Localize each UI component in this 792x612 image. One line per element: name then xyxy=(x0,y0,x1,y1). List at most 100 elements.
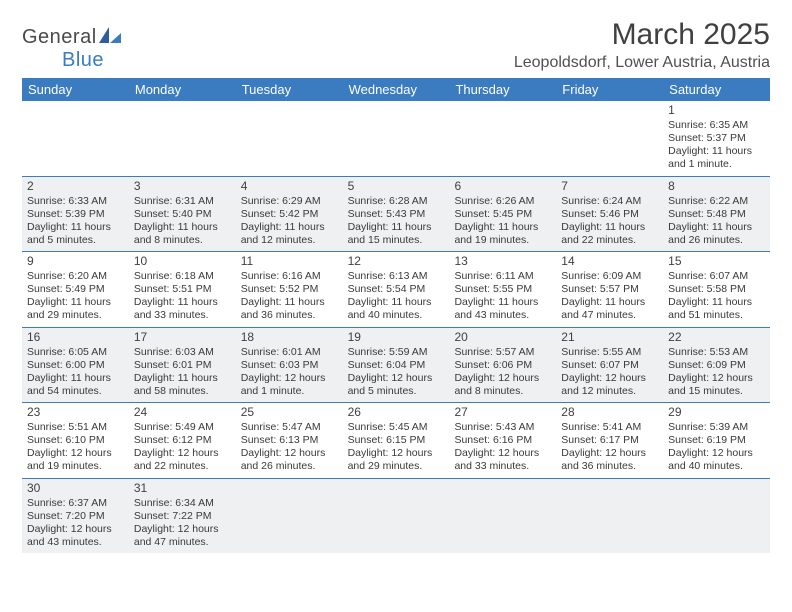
sunrise-text: Sunrise: 6:31 AM xyxy=(134,195,231,208)
calendar-cell xyxy=(556,101,663,176)
calendar-week: 23Sunrise: 5:51 AMSunset: 6:10 PMDayligh… xyxy=(22,403,770,479)
day-number: 20 xyxy=(454,330,551,345)
sunrise-text: Sunrise: 5:39 AM xyxy=(668,421,765,434)
calendar-cell: 8Sunrise: 6:22 AMSunset: 5:48 PMDaylight… xyxy=(663,177,770,252)
day-number: 18 xyxy=(241,330,338,345)
sunset-text: Sunset: 7:22 PM xyxy=(134,510,231,523)
sunrise-text: Sunrise: 6:05 AM xyxy=(27,346,124,359)
sunset-text: Sunset: 7:20 PM xyxy=(27,510,124,523)
sunset-text: Sunset: 6:17 PM xyxy=(561,434,658,447)
cell-inner: 27Sunrise: 5:43 AMSunset: 6:16 PMDayligh… xyxy=(449,403,556,478)
sunset-text: Sunset: 6:12 PM xyxy=(134,434,231,447)
day-number: 22 xyxy=(668,330,765,345)
day-number: 30 xyxy=(27,481,124,496)
page-header: GeneralBlue March 2025 Leopoldsdorf, Low… xyxy=(22,18,770,72)
calendar-body: 1Sunrise: 6:35 AMSunset: 5:37 PMDaylight… xyxy=(22,101,770,553)
calendar-week: 9Sunrise: 6:20 AMSunset: 5:49 PMDaylight… xyxy=(22,252,770,328)
cell-inner: 28Sunrise: 5:41 AMSunset: 6:17 PMDayligh… xyxy=(556,403,663,478)
day-number: 28 xyxy=(561,405,658,420)
calendar-cell: 27Sunrise: 5:43 AMSunset: 6:16 PMDayligh… xyxy=(449,403,556,478)
calendar-cell: 18Sunrise: 6:01 AMSunset: 6:03 PMDayligh… xyxy=(236,328,343,403)
day-number: 9 xyxy=(27,254,124,269)
daylight-text: Daylight: 12 hours and 33 minutes. xyxy=(454,447,551,473)
sunset-text: Sunset: 6:03 PM xyxy=(241,359,338,372)
sunset-text: Sunset: 6:01 PM xyxy=(134,359,231,372)
day-number: 12 xyxy=(348,254,445,269)
calendar-cell: 4Sunrise: 6:29 AMSunset: 5:42 PMDaylight… xyxy=(236,177,343,252)
cell-inner: 14Sunrise: 6:09 AMSunset: 5:57 PMDayligh… xyxy=(556,252,663,327)
calendar-cell: 9Sunrise: 6:20 AMSunset: 5:49 PMDaylight… xyxy=(22,252,129,327)
cell-inner: 15Sunrise: 6:07 AMSunset: 5:58 PMDayligh… xyxy=(663,252,770,327)
sunset-text: Sunset: 5:55 PM xyxy=(454,283,551,296)
sunset-text: Sunset: 5:40 PM xyxy=(134,208,231,221)
sunset-text: Sunset: 6:15 PM xyxy=(348,434,445,447)
month-title: March 2025 xyxy=(514,18,770,52)
daylight-text: Daylight: 11 hours and 1 minute. xyxy=(668,145,765,171)
daylight-text: Daylight: 11 hours and 5 minutes. xyxy=(27,221,124,247)
sunrise-text: Sunrise: 6:07 AM xyxy=(668,270,765,283)
day-header: Monday xyxy=(129,78,236,101)
cell-inner: 10Sunrise: 6:18 AMSunset: 5:51 PMDayligh… xyxy=(129,252,236,327)
cell-inner: 21Sunrise: 5:55 AMSunset: 6:07 PMDayligh… xyxy=(556,328,663,403)
cell-inner: 11Sunrise: 6:16 AMSunset: 5:52 PMDayligh… xyxy=(236,252,343,327)
sunrise-text: Sunrise: 5:43 AM xyxy=(454,421,551,434)
cell-inner: 29Sunrise: 5:39 AMSunset: 6:19 PMDayligh… xyxy=(663,403,770,478)
calendar-cell: 20Sunrise: 5:57 AMSunset: 6:06 PMDayligh… xyxy=(449,328,556,403)
sunset-text: Sunset: 6:19 PM xyxy=(668,434,765,447)
day-number: 13 xyxy=(454,254,551,269)
cell-inner: 31Sunrise: 6:34 AMSunset: 7:22 PMDayligh… xyxy=(129,479,236,554)
calendar-cell: 17Sunrise: 6:03 AMSunset: 6:01 PMDayligh… xyxy=(129,328,236,403)
calendar-cell: 13Sunrise: 6:11 AMSunset: 5:55 PMDayligh… xyxy=(449,252,556,327)
sunset-text: Sunset: 5:46 PM xyxy=(561,208,658,221)
daylight-text: Daylight: 12 hours and 1 minute. xyxy=(241,372,338,398)
calendar-cell: 26Sunrise: 5:45 AMSunset: 6:15 PMDayligh… xyxy=(343,403,450,478)
daylight-text: Daylight: 11 hours and 58 minutes. xyxy=(134,372,231,398)
cell-inner: 20Sunrise: 5:57 AMSunset: 6:06 PMDayligh… xyxy=(449,328,556,403)
day-header-row: Sunday Monday Tuesday Wednesday Thursday… xyxy=(22,78,770,101)
cell-inner: 25Sunrise: 5:47 AMSunset: 6:13 PMDayligh… xyxy=(236,403,343,478)
daylight-text: Daylight: 11 hours and 36 minutes. xyxy=(241,296,338,322)
sunrise-text: Sunrise: 5:49 AM xyxy=(134,421,231,434)
sunset-text: Sunset: 5:54 PM xyxy=(348,283,445,296)
day-number: 10 xyxy=(134,254,231,269)
day-number: 23 xyxy=(27,405,124,420)
day-number: 19 xyxy=(348,330,445,345)
sunrise-text: Sunrise: 5:55 AM xyxy=(561,346,658,359)
calendar-cell xyxy=(343,479,450,554)
cell-inner: 1Sunrise: 6:35 AMSunset: 5:37 PMDaylight… xyxy=(663,101,770,176)
sunrise-text: Sunrise: 5:41 AM xyxy=(561,421,658,434)
calendar-cell: 16Sunrise: 6:05 AMSunset: 6:00 PMDayligh… xyxy=(22,328,129,403)
sunrise-text: Sunrise: 6:03 AM xyxy=(134,346,231,359)
cell-inner: 19Sunrise: 5:59 AMSunset: 6:04 PMDayligh… xyxy=(343,328,450,403)
daylight-text: Daylight: 11 hours and 51 minutes. xyxy=(668,296,765,322)
cell-inner: 23Sunrise: 5:51 AMSunset: 6:10 PMDayligh… xyxy=(22,403,129,478)
calendar-cell: 11Sunrise: 6:16 AMSunset: 5:52 PMDayligh… xyxy=(236,252,343,327)
calendar-cell: 15Sunrise: 6:07 AMSunset: 5:58 PMDayligh… xyxy=(663,252,770,327)
daylight-text: Daylight: 11 hours and 22 minutes. xyxy=(561,221,658,247)
calendar-cell: 10Sunrise: 6:18 AMSunset: 5:51 PMDayligh… xyxy=(129,252,236,327)
calendar-cell: 1Sunrise: 6:35 AMSunset: 5:37 PMDaylight… xyxy=(663,101,770,176)
day-number: 2 xyxy=(27,179,124,194)
cell-inner: 5Sunrise: 6:28 AMSunset: 5:43 PMDaylight… xyxy=(343,177,450,252)
cell-inner: 3Sunrise: 6:31 AMSunset: 5:40 PMDaylight… xyxy=(129,177,236,252)
calendar-week: 2Sunrise: 6:33 AMSunset: 5:39 PMDaylight… xyxy=(22,177,770,253)
sunrise-text: Sunrise: 6:29 AM xyxy=(241,195,338,208)
sunset-text: Sunset: 6:06 PM xyxy=(454,359,551,372)
day-number: 15 xyxy=(668,254,765,269)
sunrise-text: Sunrise: 5:51 AM xyxy=(27,421,124,434)
daylight-text: Daylight: 11 hours and 26 minutes. xyxy=(668,221,765,247)
cell-inner: 12Sunrise: 6:13 AMSunset: 5:54 PMDayligh… xyxy=(343,252,450,327)
sunrise-text: Sunrise: 6:18 AM xyxy=(134,270,231,283)
calendar-cell: 2Sunrise: 6:33 AMSunset: 5:39 PMDaylight… xyxy=(22,177,129,252)
cell-inner: 9Sunrise: 6:20 AMSunset: 5:49 PMDaylight… xyxy=(22,252,129,327)
cell-inner: 17Sunrise: 6:03 AMSunset: 6:01 PMDayligh… xyxy=(129,328,236,403)
calendar-cell: 5Sunrise: 6:28 AMSunset: 5:43 PMDaylight… xyxy=(343,177,450,252)
calendar-week: 1Sunrise: 6:35 AMSunset: 5:37 PMDaylight… xyxy=(22,101,770,177)
sunrise-text: Sunrise: 5:45 AM xyxy=(348,421,445,434)
cell-inner: 6Sunrise: 6:26 AMSunset: 5:45 PMDaylight… xyxy=(449,177,556,252)
calendar-cell: 3Sunrise: 6:31 AMSunset: 5:40 PMDaylight… xyxy=(129,177,236,252)
day-number: 8 xyxy=(668,179,765,194)
calendar-cell xyxy=(556,479,663,554)
day-number: 27 xyxy=(454,405,551,420)
sunset-text: Sunset: 5:52 PM xyxy=(241,283,338,296)
